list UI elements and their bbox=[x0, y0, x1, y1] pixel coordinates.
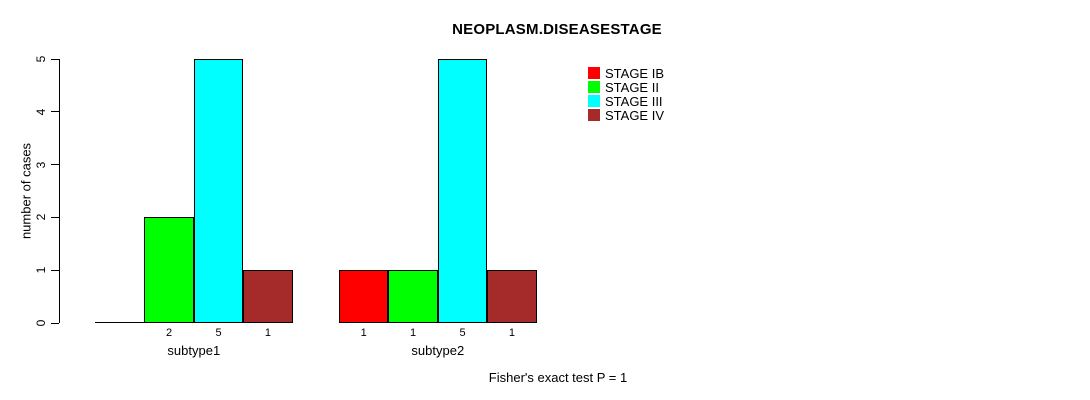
category-label-subtype2: subtype2 bbox=[411, 343, 465, 358]
y-axis-label: number of cases bbox=[18, 142, 34, 240]
bar-value-label: 1 bbox=[410, 327, 417, 339]
bar-value-label: 1 bbox=[508, 327, 515, 339]
y-axis-line bbox=[59, 59, 60, 323]
bar-value-label: 1 bbox=[264, 327, 271, 339]
y-tick-label: 4 bbox=[34, 108, 48, 116]
bar-stage-iii-subtype2 bbox=[437, 59, 488, 323]
y-tick-mark bbox=[51, 111, 59, 113]
legend-swatch-stage-ib bbox=[588, 67, 600, 79]
y-tick-label: 2 bbox=[34, 214, 48, 221]
y-tick-mark bbox=[51, 322, 59, 324]
bar-value-label: 5 bbox=[215, 327, 222, 339]
legend-item-stage-iv: STAGE IV bbox=[588, 108, 664, 122]
legend-item-stage-ii: STAGE II bbox=[588, 80, 664, 94]
legend-swatch-stage-ii bbox=[588, 81, 600, 93]
legend: STAGE IB STAGE II STAGE III STAGE IV bbox=[588, 66, 664, 122]
legend-label: STAGE III bbox=[605, 93, 663, 109]
bar-stage-ib-subtype2 bbox=[339, 270, 389, 323]
legend-item-stage-iii: STAGE III bbox=[588, 94, 664, 108]
bar-stage-ii-subtype1 bbox=[144, 217, 194, 323]
legend-item-stage-ib: STAGE IB bbox=[588, 66, 664, 80]
y-tick-mark bbox=[51, 58, 59, 60]
legend-label: STAGE IB bbox=[605, 65, 664, 81]
bar-value-label: 5 bbox=[459, 327, 466, 339]
fisher-test-annotation: Fisher's exact test P = 1 bbox=[488, 370, 628, 385]
y-tick-mark bbox=[51, 269, 59, 271]
legend-swatch-stage-iii bbox=[588, 95, 600, 107]
bar-stage-iv-subtype2 bbox=[487, 270, 537, 323]
y-tick-label: 3 bbox=[34, 161, 48, 168]
legend-swatch-stage-iv bbox=[588, 109, 600, 121]
bar-stage-iv-subtype1 bbox=[243, 270, 293, 323]
bar-stage-iii-subtype1 bbox=[193, 59, 244, 323]
chart-title: NEOPLASM.DISEASESTAGE bbox=[452, 21, 662, 38]
bar-value-label: 1 bbox=[360, 327, 367, 339]
y-tick-label: 0 bbox=[34, 319, 48, 327]
legend-label: STAGE II bbox=[605, 79, 659, 95]
y-tick-mark bbox=[51, 164, 59, 166]
category-label-subtype1: subtype1 bbox=[167, 343, 221, 358]
bar-stage-ib-subtype1 bbox=[95, 322, 145, 323]
bar-value-label: 2 bbox=[166, 327, 173, 339]
y-tick-label: 5 bbox=[34, 55, 48, 63]
bar-stage-ii-subtype2 bbox=[388, 270, 438, 323]
y-tick-label: 1 bbox=[34, 266, 48, 274]
y-tick-mark bbox=[51, 216, 59, 218]
legend-label: STAGE IV bbox=[605, 107, 664, 123]
